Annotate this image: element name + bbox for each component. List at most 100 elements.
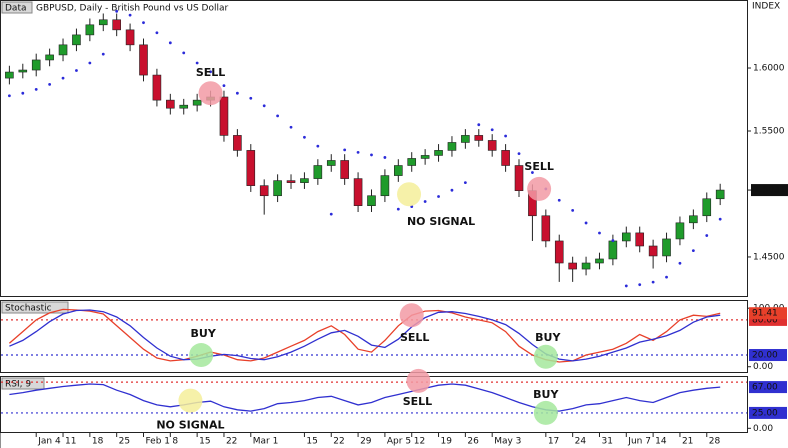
sar-dot <box>249 96 253 100</box>
sar-dot <box>329 212 333 216</box>
stochastic-panel <box>0 300 748 373</box>
candle-body <box>353 178 363 206</box>
candle-body <box>380 175 390 197</box>
series-line <box>9 383 721 412</box>
sar-dot <box>115 9 119 13</box>
x-tick-label: 15 <box>306 437 317 447</box>
signal-marker <box>527 176 552 201</box>
y-tick-label: 0.00 <box>753 362 773 372</box>
x-tick-label: 31 <box>601 437 612 447</box>
sar-dot <box>665 275 668 279</box>
candle-body <box>662 238 671 257</box>
signal-label: SELL <box>196 66 225 79</box>
candle-body <box>715 189 725 200</box>
value-box <box>749 406 787 419</box>
sar-dot <box>705 234 709 237</box>
sar-dot <box>7 94 11 98</box>
panel-label: Stochastic <box>5 304 52 314</box>
sar-dot <box>611 239 615 242</box>
candle-body <box>675 222 685 240</box>
x-tick-label: 28 <box>709 437 721 447</box>
sar-dot <box>531 171 534 174</box>
sar-dot <box>316 144 320 148</box>
signal-label: BUY <box>533 388 559 401</box>
candle-body <box>474 135 484 141</box>
signal-marker <box>406 368 431 393</box>
sar-dot <box>209 70 212 74</box>
candle-body <box>340 160 349 179</box>
candle-body <box>394 165 403 176</box>
value-box-label: 20.00 <box>752 351 778 361</box>
sar-dot <box>182 51 186 55</box>
candle-body <box>514 165 524 191</box>
sar-dot <box>48 82 52 86</box>
sar-dot <box>303 135 306 139</box>
x-tick-label: Jun 7 <box>627 437 651 447</box>
sar-dot <box>289 125 293 129</box>
signal-label: SELL <box>400 331 429 344</box>
candle-body <box>233 135 242 151</box>
sar-dot <box>504 134 507 138</box>
value-box-label: 1.5031 <box>754 186 786 196</box>
candle-body <box>31 59 41 71</box>
sar-dot <box>128 13 132 17</box>
panel-label-box <box>1 301 69 314</box>
rsi-panel <box>0 376 748 433</box>
x-tick-label: 24 <box>575 437 587 447</box>
candle-body <box>447 142 457 151</box>
x-tick-label: Jan 4 <box>37 437 61 447</box>
signal-label: SELL <box>524 160 553 173</box>
candle-body <box>595 258 604 264</box>
x-tick-label: Mar 1 <box>253 437 279 447</box>
candle-body <box>541 215 551 242</box>
candle-body <box>259 185 269 197</box>
candle-body <box>689 215 698 224</box>
sar-dot <box>168 41 172 45</box>
sar-dot <box>691 249 695 253</box>
x-tick-label: 8 <box>172 437 178 447</box>
candle-body <box>166 99 175 109</box>
x-tick-label: 25 <box>119 437 130 447</box>
value-box <box>749 307 787 320</box>
signal-label: BUY <box>535 331 561 344</box>
panel-label-box <box>1 1 33 14</box>
price-panel <box>0 0 748 297</box>
candle-body <box>5 71 14 79</box>
candle-body <box>313 165 323 179</box>
chart-title: GBPUSD, Daily - British Pound vs US Doll… <box>36 4 229 14</box>
signal-label: NO SIGNAL <box>156 419 224 432</box>
value-box-label: 80.00 <box>752 315 778 325</box>
candle-body <box>608 240 618 260</box>
sar-dot <box>584 221 588 225</box>
candle-body <box>152 74 162 101</box>
sar-dot <box>437 195 440 198</box>
sar-dot <box>195 61 199 65</box>
signal-label: NO SIGNAL <box>407 215 475 228</box>
sar-dot <box>423 200 427 203</box>
panel-label-box <box>1 377 45 390</box>
signal-marker <box>533 344 558 369</box>
sar-dot <box>142 21 145 25</box>
signal-marker <box>198 81 223 106</box>
candle-body <box>702 198 712 217</box>
sar-dot <box>396 207 400 211</box>
candle-body <box>635 232 645 247</box>
y-tick-label: 0.00 <box>753 424 773 434</box>
sar-dot <box>678 261 682 265</box>
candle-body <box>554 240 564 264</box>
panel-label: Data <box>5 4 27 14</box>
x-tick-label: 14 <box>655 437 667 447</box>
x-tick-label: 12 <box>414 437 425 447</box>
sar-dot <box>598 231 601 235</box>
candle-body <box>85 24 95 36</box>
y-tick-label: 1.6000 <box>753 64 785 74</box>
value-box <box>749 381 787 394</box>
candle-body <box>112 19 121 31</box>
sar-dot <box>75 69 78 72</box>
candle-body <box>246 150 256 186</box>
sar-dot <box>276 114 280 118</box>
signal-marker <box>178 388 203 413</box>
candle-body <box>648 245 658 257</box>
value-box-label: 67.00 <box>752 383 778 393</box>
